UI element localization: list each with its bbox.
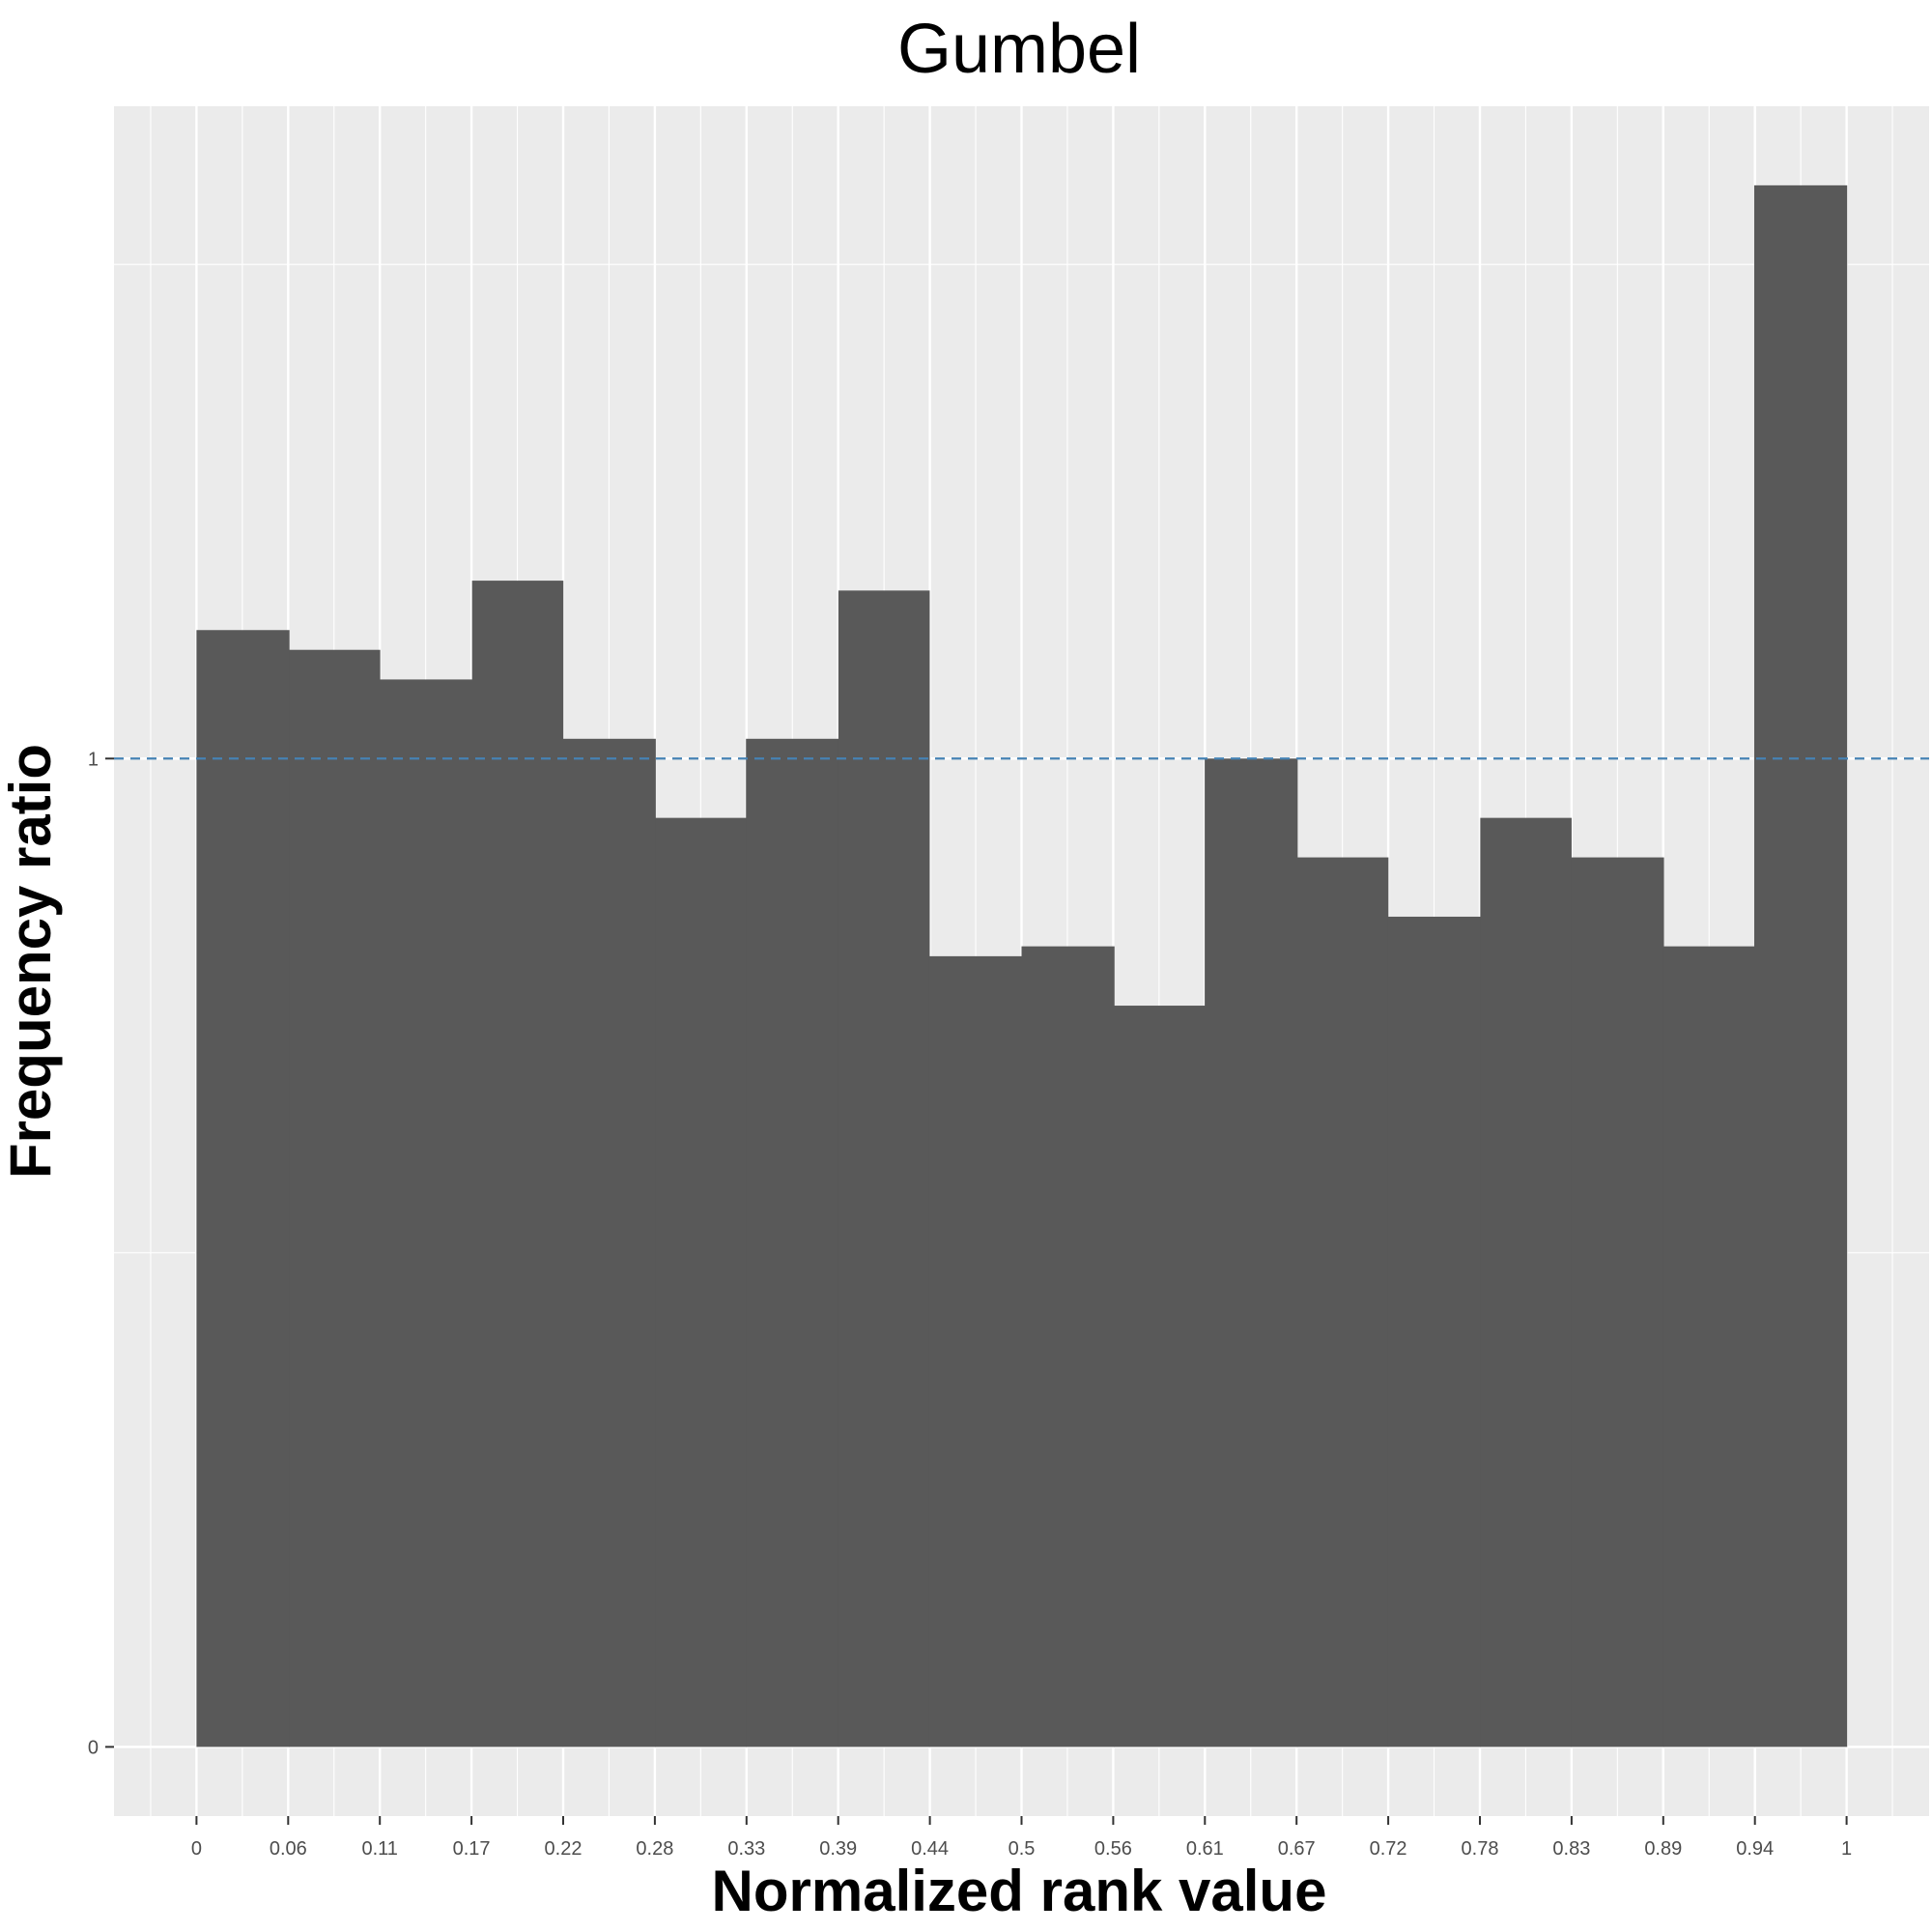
x-tick-label: 0.56 <box>1094 1838 1132 1860</box>
x-tick-label: 0.39 <box>819 1838 857 1860</box>
x-axis-title: Normalized rank value <box>712 1859 1327 1923</box>
x-tick-label: 1 <box>1841 1838 1852 1860</box>
x-tick-label: 0.78 <box>1462 1838 1499 1860</box>
histogram-bar <box>289 649 381 1747</box>
histogram-bar <box>196 630 290 1747</box>
histogram-bar <box>838 590 930 1747</box>
x-tick-label: 0.94 <box>1736 1838 1774 1860</box>
y-tick-label: 1 <box>88 749 99 770</box>
histogram-bar <box>1662 946 1755 1747</box>
histogram-bar <box>380 679 473 1747</box>
x-tick-label: 0 <box>191 1838 202 1860</box>
histogram-bar <box>1021 946 1115 1747</box>
x-tick-label: 0.89 <box>1644 1838 1682 1860</box>
x-tick-label: 0.44 <box>911 1838 949 1860</box>
histogram-bar <box>471 581 564 1747</box>
histogram-bar <box>1571 857 1664 1747</box>
histogram-bar <box>746 738 839 1747</box>
y-tick-label: 0 <box>88 1737 99 1758</box>
y-axis: 01 <box>88 749 114 1758</box>
x-tick-label: 0.28 <box>636 1838 673 1860</box>
x-tick-label: 0.5 <box>1009 1838 1036 1860</box>
histogram-bar <box>1480 817 1572 1747</box>
x-tick-label: 0.22 <box>545 1838 582 1860</box>
histogram-bar <box>1753 185 1848 1747</box>
x-tick-label: 0.83 <box>1552 1838 1590 1860</box>
histogram-bar <box>562 738 656 1747</box>
y-axis-title: Frequency ratio <box>0 744 63 1179</box>
histogram-bar <box>655 817 747 1747</box>
histogram-bar <box>1387 916 1481 1747</box>
x-tick-label: 0.72 <box>1370 1838 1407 1860</box>
x-tick-label: 0.67 <box>1278 1838 1316 1860</box>
x-tick-label: 0.33 <box>727 1838 765 1860</box>
x-tick-label: 0.06 <box>270 1838 307 1860</box>
histogram-bar <box>1114 1006 1206 1747</box>
x-tick-label: 0.17 <box>453 1838 491 1860</box>
histogram-bar <box>1205 758 1298 1747</box>
histogram-bar <box>1296 857 1389 1747</box>
histogram-bars <box>196 185 1848 1747</box>
x-tick-label: 0.61 <box>1186 1838 1224 1860</box>
x-axis: 0 0.06 0.11 0.17 0.22 0.28 0.33 0.39 0.44 0.5 0.56… <box>191 1816 1852 1860</box>
x-tick-label: 0.11 <box>361 1838 397 1860</box>
chart-title: Gumbel <box>897 11 1141 88</box>
histogram-bar <box>928 955 1023 1747</box>
